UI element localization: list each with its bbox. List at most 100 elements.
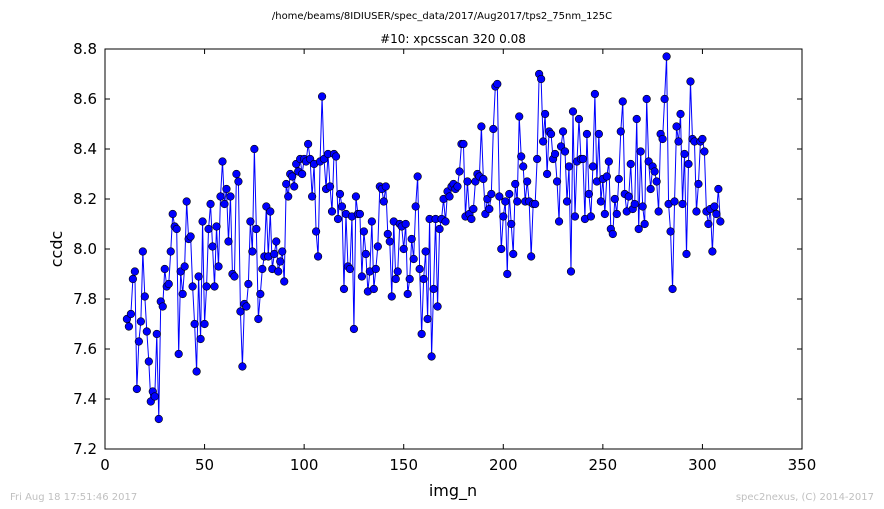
data-point [166, 247, 175, 256]
data-point [570, 212, 580, 221]
data-point [254, 314, 263, 324]
data-point [150, 392, 159, 401]
data-point [403, 289, 412, 299]
data-point [132, 384, 141, 394]
data-point [433, 302, 442, 311]
data-point [278, 247, 287, 256]
data-point [421, 247, 430, 256]
data-point [198, 217, 207, 226]
y-tick-label: 7.4 [73, 390, 97, 408]
data-point [180, 262, 189, 271]
data-point [427, 352, 436, 361]
data-point [222, 184, 231, 194]
data-point [194, 272, 203, 281]
data-series [122, 52, 725, 424]
x-tick-label: 300 [688, 456, 717, 474]
y-tick-label: 8.4 [73, 140, 97, 158]
data-point [666, 227, 675, 236]
data-point [608, 229, 617, 239]
data-point [298, 169, 307, 179]
data-point [519, 162, 528, 171]
data-point [523, 177, 532, 186]
data-point [686, 77, 695, 86]
data-point [531, 199, 540, 209]
data-point [327, 207, 337, 216]
data-point [401, 219, 410, 229]
data-point [210, 282, 219, 291]
data-point [349, 324, 359, 334]
data-point [335, 189, 345, 199]
data-point [604, 157, 613, 166]
data-point [562, 197, 572, 206]
data-point [493, 79, 502, 89]
data-point [284, 192, 293, 201]
data-point [270, 249, 279, 259]
data-point [385, 237, 394, 246]
data-point [379, 197, 388, 206]
y-tick-label: 8.6 [73, 90, 97, 108]
data-point [244, 279, 253, 289]
x-tick-label: 350 [788, 456, 817, 474]
data-point [624, 192, 633, 201]
x-tick-label: 250 [589, 456, 618, 474]
x-tick-label: 150 [389, 456, 418, 474]
data-point [503, 269, 512, 279]
data-point [541, 109, 550, 119]
data-point [558, 127, 568, 136]
data-point [212, 222, 221, 231]
data-point [242, 302, 251, 311]
data-point [417, 329, 426, 339]
data-point [590, 89, 599, 99]
data-point [459, 139, 468, 149]
data-point [124, 322, 133, 331]
data-point [682, 249, 691, 259]
data-point [539, 137, 548, 146]
data-point [186, 232, 195, 241]
data-point [634, 224, 643, 234]
data-point [419, 274, 428, 284]
data-point [333, 214, 343, 224]
data-point [164, 279, 173, 289]
data-point [489, 124, 498, 134]
data-point [429, 284, 438, 294]
data-point [288, 172, 297, 181]
data-point [467, 214, 476, 224]
data-point [373, 242, 382, 251]
data-point [383, 229, 392, 239]
chart-suptitle: /home/beams/8IDIUSER/spec_data/2017/Aug2… [272, 11, 612, 22]
data-point [499, 212, 508, 221]
data-point [678, 199, 687, 209]
data-point [694, 179, 703, 189]
data-point [602, 172, 611, 181]
data-point [672, 122, 681, 131]
data-point [359, 227, 368, 236]
data-point [308, 192, 317, 201]
data-point [250, 144, 259, 154]
data-point [126, 309, 135, 319]
data-point [280, 277, 289, 286]
data-point [650, 167, 659, 176]
data-point [234, 177, 243, 186]
data-point [220, 199, 229, 209]
data-point [495, 192, 504, 201]
data-point [182, 197, 191, 206]
data-point [578, 154, 588, 164]
data-point [339, 284, 349, 294]
data-point [614, 174, 623, 184]
data-point [658, 134, 667, 144]
data-point [230, 272, 239, 281]
data-point [455, 167, 464, 176]
x-axis-label: img_n [429, 481, 477, 501]
data-point [405, 274, 414, 284]
x-tick-label: 0 [100, 456, 110, 474]
data-point [304, 139, 313, 149]
data-point [290, 182, 299, 191]
data-point [554, 217, 564, 226]
data-point [626, 159, 635, 169]
data-point [168, 209, 177, 219]
data-point [710, 202, 719, 211]
data-point [708, 247, 717, 256]
data-point [642, 94, 651, 104]
data-point [574, 114, 584, 124]
data-point [501, 197, 510, 206]
